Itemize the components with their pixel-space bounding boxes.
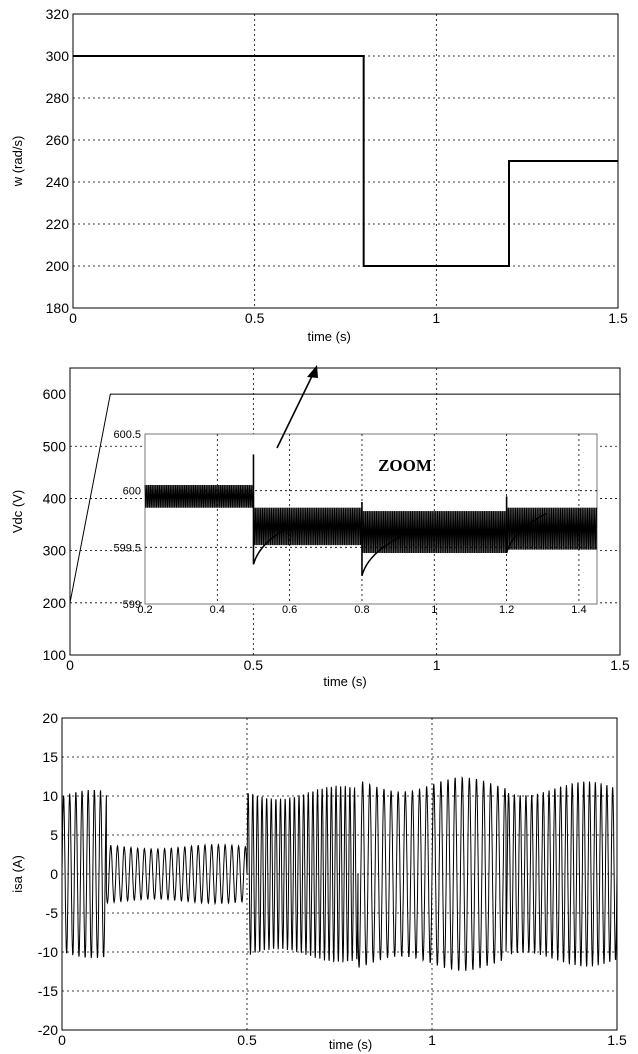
inset-x-tick-label: 0.2 [137, 604, 152, 616]
inset-x-tick-label: 1 [431, 604, 437, 616]
x-tick-label: 0.5 [244, 657, 264, 673]
current-plot: 0 0.5 1 1.5 -20 -15 -10 -5 0 5 10 15 20 time (s) isa (… [10, 710, 627, 1052]
y-tick-label: 180 [46, 300, 70, 316]
x-tick-label: 1 [432, 310, 440, 326]
vdc-trace [69, 393, 620, 603]
y-tick-label: -10 [38, 944, 58, 960]
y-axis-label: isa (A) [10, 855, 25, 893]
y-tick-label: 0 [50, 866, 58, 882]
inset-recovery [505, 512, 547, 554]
y-tick-label: 260 [46, 132, 70, 148]
x-axis-label: time (s) [323, 674, 366, 689]
inset-y-tick-label: 600 [123, 486, 141, 498]
inset-x-tick-label: 0.6 [282, 604, 297, 616]
y-tick-label: 5 [50, 827, 58, 843]
y-axis-label: Vdc (V) [10, 490, 25, 533]
inset-recovery [252, 523, 294, 565]
inset-ripple-fill [506, 507, 597, 550]
y-tick-label: 10 [42, 788, 58, 804]
y-tick-label: -20 [38, 1022, 58, 1038]
x-tick-label: 0 [58, 1032, 66, 1048]
y-tick-label: 300 [43, 543, 67, 559]
y-tick-label: 600 [43, 386, 67, 402]
zoom-arrow-line [276, 371, 315, 449]
inset-ripple-fill [145, 485, 254, 508]
y-axis-label: w (rad/s) [10, 136, 25, 188]
y-tick-label: 200 [43, 595, 67, 611]
y-tick-label: 400 [43, 490, 67, 506]
isa-trace [61, 776, 618, 971]
inset-x-tick-label: 1.4 [571, 604, 586, 616]
inset-y-tick-label: 599 [123, 599, 141, 611]
x-tick-label: 1.5 [610, 657, 630, 673]
inset-recovery [361, 535, 403, 576]
speed-plot: 0 0.5 1 1.5 180 200 220 240 260 280 300 320 time (s)… [10, 6, 628, 344]
inset-y-tick-label: 599.5 [113, 542, 141, 554]
zoom-annotation: ZOOM [378, 456, 432, 475]
x-tick-label: 0.5 [237, 1032, 257, 1048]
x-axis-label: time (s) [307, 329, 350, 344]
y-tick-label: 500 [43, 438, 67, 454]
y-tick-label: 200 [46, 258, 70, 274]
y-tick-label: 100 [43, 647, 67, 663]
y-tick-label: 240 [46, 174, 70, 190]
inset-x-tick-label: 1.2 [499, 604, 514, 616]
y-tick-label: 320 [46, 6, 70, 22]
x-tick-label: 1.5 [608, 310, 628, 326]
y-tick-label: 280 [46, 90, 70, 106]
x-axis-label: time (s) [329, 1037, 372, 1052]
x-tick-label: 0.5 [245, 310, 265, 326]
x-tick-label: 1 [433, 657, 441, 673]
y-tick-label: 15 [42, 749, 58, 765]
x-tick-label: 1 [428, 1032, 436, 1048]
inset-y-tick-label: 600.5 [113, 429, 141, 441]
zoom-inset: 0.2 0.4 0.6 0.8 1 1.2 1.4 599 599.5 600 600.5 ZOOM [113, 429, 598, 616]
zoom-arrow-head [307, 365, 318, 378]
y-tick-label: -15 [38, 983, 58, 999]
inset-x-tick-label: 0.8 [354, 604, 369, 616]
y-tick-label: 20 [42, 710, 58, 726]
x-tick-label: 0 [69, 310, 77, 326]
inset-x-tick-label: 0.4 [210, 604, 225, 616]
y-tick-label: -5 [46, 905, 59, 921]
vdc-plot: 0 0.5 1 1.5 100 200 300 400 500 600 time (s) Vdc (V… [10, 365, 630, 689]
x-tick-label: 1.5 [607, 1032, 627, 1048]
y-tick-label: 300 [46, 48, 70, 64]
x-tick-label: 0 [66, 657, 74, 673]
speed-trace [73, 55, 618, 267]
y-tick-label: 220 [46, 216, 70, 232]
